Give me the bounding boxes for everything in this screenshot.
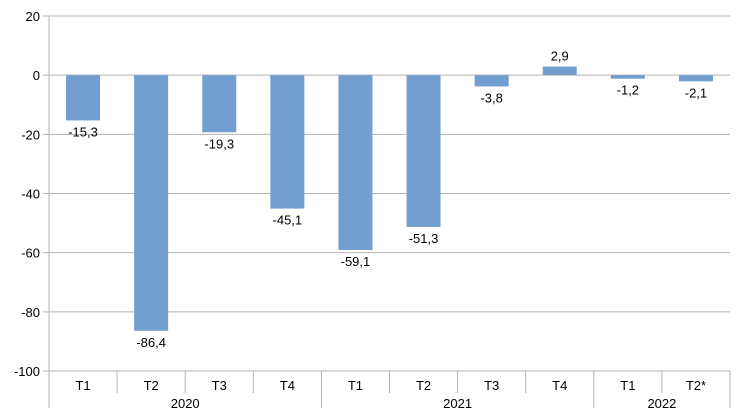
x-tick-label: T1 [75,378,90,393]
y-tick-label: -80 [21,305,40,320]
group-label: 2021 [443,396,472,411]
data-label: -2,1 [685,85,707,100]
y-tick-label: -40 [21,187,40,202]
x-tick-label: T1 [620,378,635,393]
bar [270,75,305,209]
bar [542,66,577,76]
bar [610,75,645,79]
x-tick-label: T4 [280,378,295,393]
x-tick-label: T3 [212,378,227,393]
x-tick-label: T3 [484,378,499,393]
x-tick-label: T2 [416,378,431,393]
axes: 20 0 -20 -40 -60 -80 -100 T1 T2 T3 T4 T1 T2 T3 T4 T1 T2*… [14,9,731,411]
bar [202,75,237,133]
bars [66,66,713,331]
data-label: -59,1 [341,254,371,269]
bar [406,75,441,227]
x-tick-label: T4 [552,378,567,393]
x-tick-label: T2 [144,378,159,393]
bar [134,75,169,331]
data-label: -19,3 [204,136,234,151]
y-tick-label: 20 [26,9,40,24]
data-label: 2,9 [551,49,569,64]
data-label: -15,3 [68,124,98,139]
data-labels: -15,3 -86,4 -19,3 -45,1 -59,1 -51,3 -3,8 2,9 -1,… [68,49,707,350]
bar [474,75,509,87]
data-label: -86,4 [136,335,166,350]
y-tick-label: -100 [14,364,40,379]
bar [66,75,101,121]
group-label: 2020 [171,396,200,411]
data-label: -1,2 [617,83,639,98]
data-label: -3,8 [480,90,502,105]
y-tick-label: 0 [33,68,40,83]
group-label: 2022 [647,396,676,411]
data-label: -51,3 [409,231,439,246]
data-label: -45,1 [273,213,303,228]
y-tick-label: -60 [21,246,40,261]
x-tick-label: T1 [348,378,363,393]
y-tick-label: -20 [21,127,40,142]
bar [338,75,373,251]
x-tick-label: T2* [686,378,706,393]
bar [678,75,713,82]
